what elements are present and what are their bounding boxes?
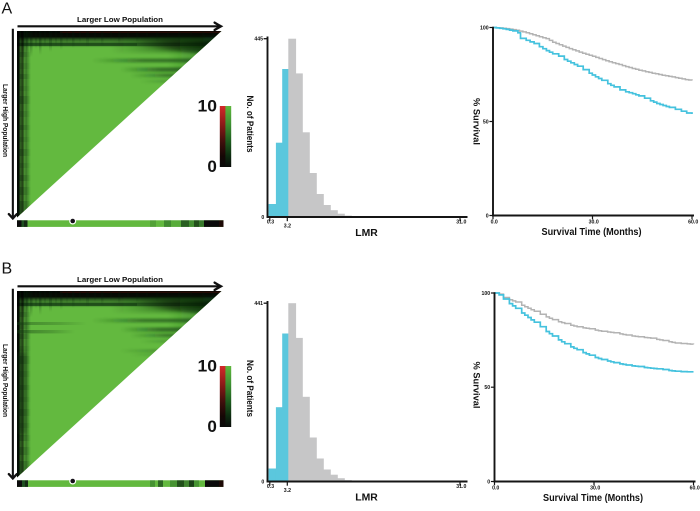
- svg-text:31.0: 31.0: [456, 219, 466, 225]
- svg-text:445: 445: [254, 37, 263, 43]
- svg-text:3.2: 3.2: [284, 224, 291, 230]
- svg-text:LMR: LMR: [355, 227, 378, 239]
- svg-text:LMR: LMR: [355, 492, 378, 504]
- svg-text:No. of Patients: No. of Patients: [245, 96, 255, 153]
- svg-text:441: 441: [254, 301, 263, 307]
- svg-text:B: B: [2, 261, 13, 278]
- svg-text:No. of Patients: No. of Patients: [245, 360, 255, 417]
- svg-text:30.0: 30.0: [589, 219, 599, 225]
- svg-text:Survival Time (Months): Survival Time (Months): [543, 493, 643, 504]
- svg-text:Larger Low Population: Larger Low Population: [77, 15, 163, 24]
- svg-text:% Survival: % Survival: [472, 362, 482, 409]
- svg-text:0.3: 0.3: [267, 484, 274, 490]
- svg-text:0.0: 0.0: [491, 219, 498, 225]
- svg-text:100: 100: [482, 291, 491, 297]
- svg-text:0: 0: [487, 479, 490, 485]
- svg-text:Larger High Population: Larger High Population: [1, 84, 8, 157]
- svg-text:0: 0: [207, 417, 216, 436]
- svg-text:0: 0: [261, 215, 264, 221]
- svg-text:0: 0: [486, 213, 489, 219]
- svg-text:100: 100: [480, 25, 489, 31]
- svg-text:30.0: 30.0: [590, 485, 600, 491]
- svg-text:3.2: 3.2: [284, 488, 291, 494]
- svg-text:31.0: 31.0: [456, 484, 466, 490]
- svg-text:0: 0: [261, 479, 264, 485]
- svg-text:0: 0: [207, 157, 216, 176]
- svg-text:0.3: 0.3: [267, 219, 274, 225]
- svg-text:Larger Low Population: Larger Low Population: [77, 275, 163, 284]
- svg-text:10: 10: [198, 356, 218, 375]
- svg-text:% Survival: % Survival: [472, 98, 482, 145]
- svg-text:10: 10: [198, 96, 218, 115]
- svg-text:Larger High Population: Larger High Population: [1, 344, 8, 417]
- svg-text:A: A: [2, 1, 13, 18]
- svg-text:60.0: 60.0: [688, 219, 698, 225]
- svg-text:60.0: 60.0: [690, 485, 700, 491]
- svg-text:50: 50: [483, 119, 489, 125]
- svg-text:Survival Time (Months): Survival Time (Months): [542, 227, 642, 238]
- svg-text:50: 50: [484, 385, 490, 391]
- svg-text:0.0: 0.0: [492, 485, 499, 491]
